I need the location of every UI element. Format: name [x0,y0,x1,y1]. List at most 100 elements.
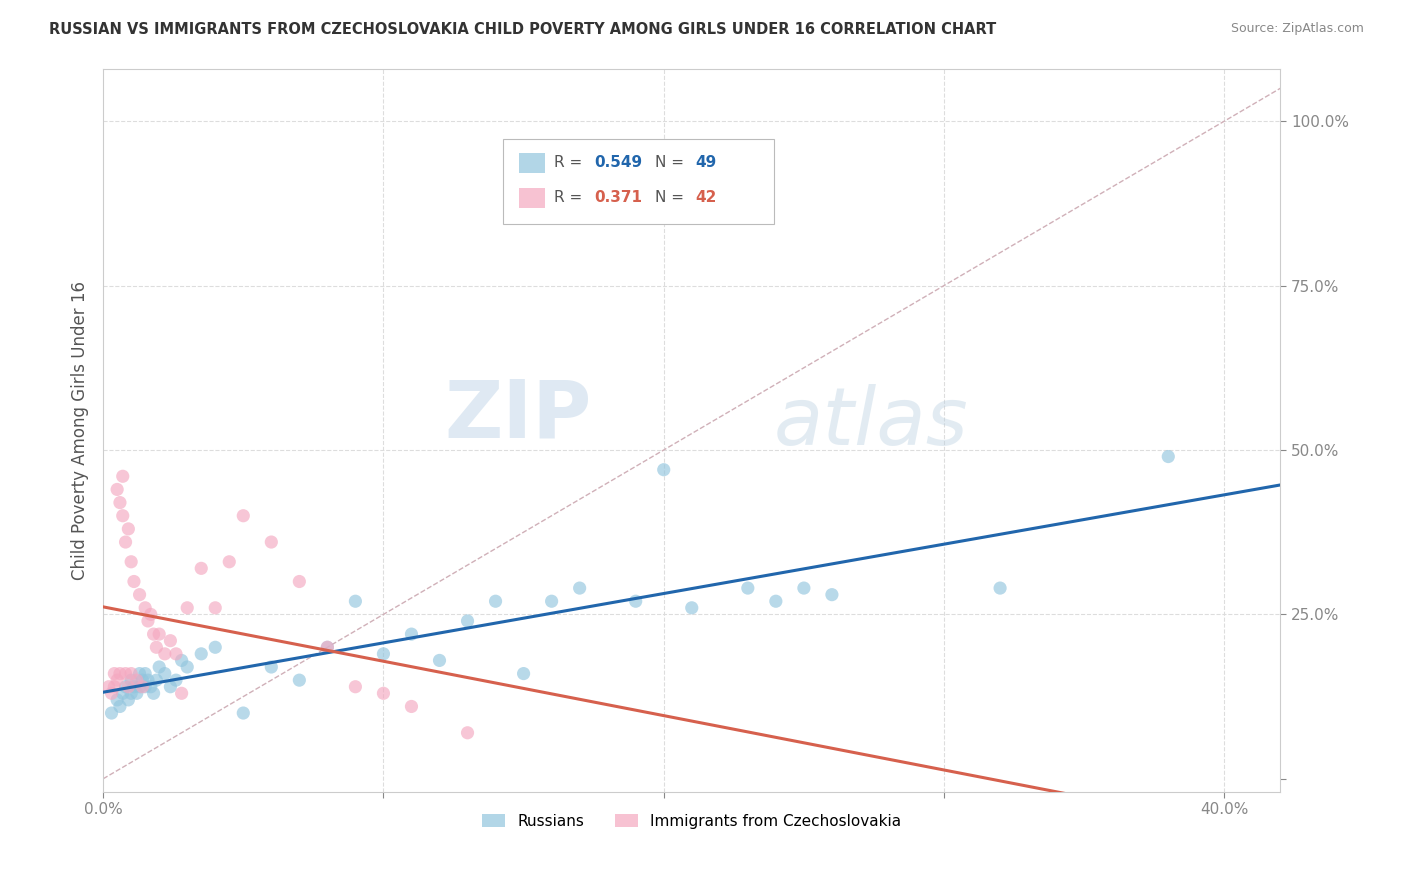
Point [122,680,145,694]
Legend: Russians, Immigrants from Czechoslovakia: Russians, Immigrants from Czechoslovakia [477,807,907,835]
Point [540,594,562,608]
Point [125,673,148,688]
Point [988,581,1011,595]
Text: R =: R = [554,155,588,170]
Point [153,666,176,681]
Point [139,680,162,694]
Point [204,640,226,655]
Point [624,594,647,608]
Point [1157,450,1180,464]
Point [122,574,145,589]
Text: Source: ZipAtlas.com: Source: ZipAtlas.com [1230,22,1364,36]
Point [117,680,139,694]
Point [373,647,395,661]
Point [232,508,254,523]
Text: ZIP: ZIP [444,376,592,455]
Point [165,647,187,661]
Point [105,673,128,688]
Point [288,673,311,688]
Point [142,686,165,700]
Point [373,686,395,700]
Point [190,561,212,575]
Point [136,673,159,688]
Point [134,600,156,615]
Point [142,627,165,641]
Point [737,581,759,595]
Point [204,600,226,615]
Point [136,614,159,628]
Text: 49: 49 [696,155,717,170]
Point [103,680,125,694]
Y-axis label: Child Poverty Among Girls Under 16: Child Poverty Among Girls Under 16 [72,281,89,580]
Point [111,508,134,523]
Point [131,673,153,688]
Point [159,680,181,694]
Point [145,640,167,655]
Point [114,680,136,694]
Point [484,594,506,608]
Point [114,535,136,549]
Point [232,706,254,720]
Point [316,640,339,655]
Point [120,673,142,688]
Point [457,614,479,628]
Point [159,633,181,648]
Point [344,594,367,608]
Point [103,666,125,681]
Point [429,653,451,667]
Point [512,666,534,681]
Text: N =: N = [655,155,689,170]
Point [117,522,139,536]
Point [793,581,815,595]
FancyBboxPatch shape [503,138,775,224]
Point [145,673,167,688]
Point [108,699,131,714]
Text: 0.371: 0.371 [595,190,643,205]
Point [153,647,176,661]
Point [100,686,122,700]
Point [176,660,198,674]
Point [97,680,120,694]
Point [125,686,148,700]
Point [105,483,128,497]
Point [120,686,142,700]
Point [218,555,240,569]
Point [131,680,153,694]
Text: atlas: atlas [775,384,969,462]
Point [176,600,198,615]
Text: 0.549: 0.549 [595,155,643,170]
FancyBboxPatch shape [519,153,544,173]
Point [401,699,423,714]
Point [108,495,131,509]
Point [139,607,162,622]
Point [134,666,156,681]
Point [288,574,311,589]
Point [681,600,703,615]
Point [134,680,156,694]
Point [128,666,150,681]
Point [148,627,170,641]
Point [652,463,675,477]
Point [100,706,122,720]
Point [568,581,591,595]
Point [821,588,844,602]
FancyBboxPatch shape [519,188,544,208]
Point [765,594,787,608]
Point [401,627,423,641]
Point [128,588,150,602]
Point [316,640,339,655]
Text: 42: 42 [696,190,717,205]
Point [165,673,187,688]
Text: R =: R = [554,190,588,205]
Point [111,686,134,700]
Point [260,660,283,674]
Point [170,686,193,700]
Point [114,666,136,681]
Point [128,680,150,694]
Point [108,666,131,681]
Point [120,666,142,681]
Point [260,535,283,549]
Point [117,693,139,707]
Point [148,660,170,674]
Point [111,469,134,483]
